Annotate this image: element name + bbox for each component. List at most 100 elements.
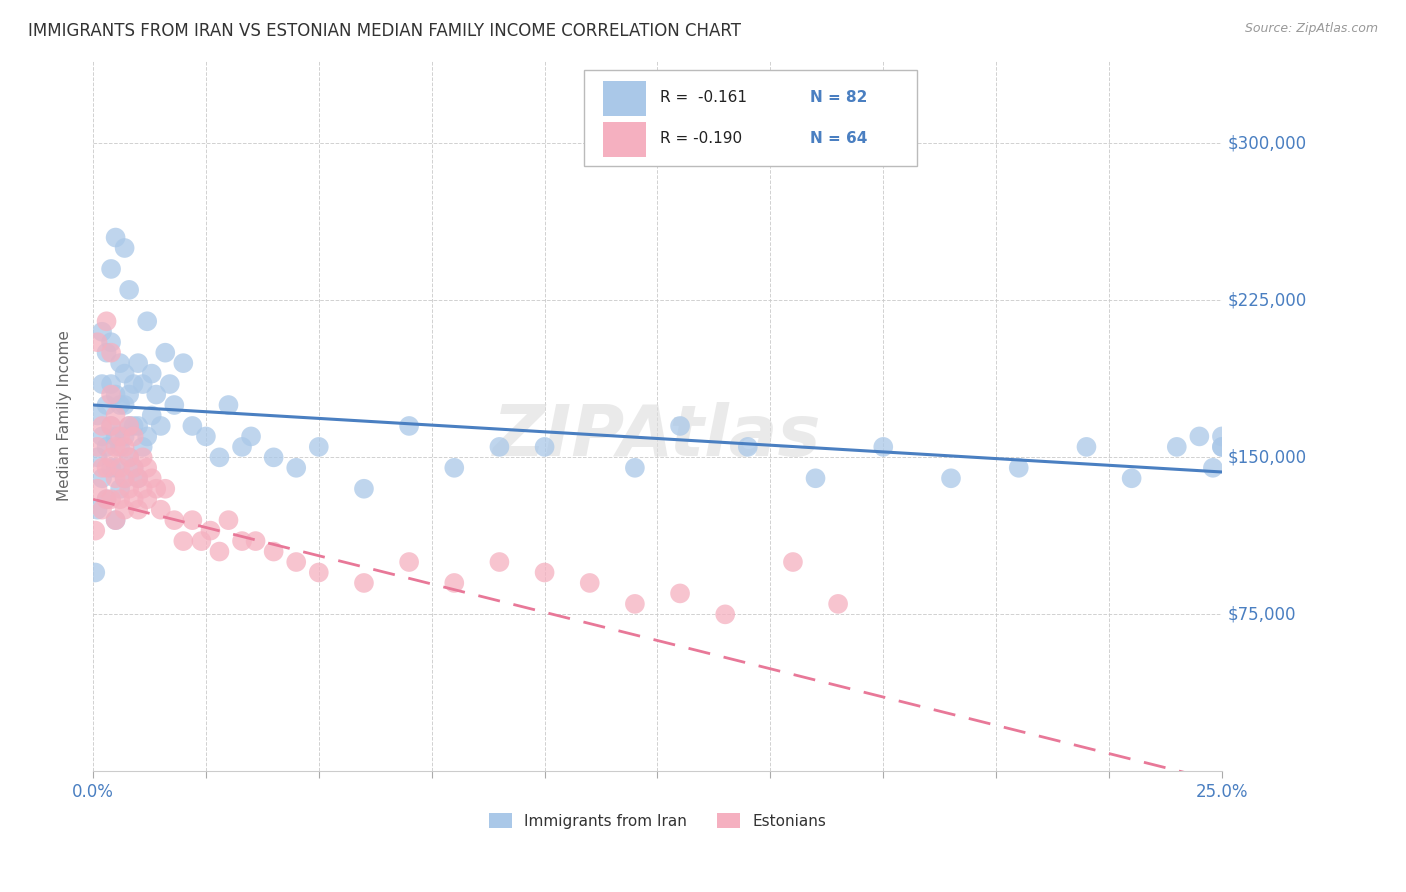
Point: [108, 398, 131, 412]
Point: [714, 607, 737, 622]
Point: [86, 482, 108, 496]
Point: [141, 409, 163, 423]
Point: [533, 440, 555, 454]
Point: [122, 377, 145, 392]
Point: [145, 387, 167, 401]
Point: [208, 450, 231, 465]
Point: [218, 398, 240, 412]
Y-axis label: Median Family Income: Median Family Income: [58, 330, 72, 501]
Point: [118, 450, 141, 465]
Point: [1008, 460, 1031, 475]
Point: [127, 471, 149, 485]
Point: [100, 377, 122, 392]
Point: [200, 524, 222, 538]
Point: [100, 460, 122, 475]
Point: [285, 555, 308, 569]
Point: [669, 586, 692, 600]
Point: [108, 440, 131, 454]
Point: [488, 555, 510, 569]
Point: [624, 460, 647, 475]
Point: [118, 419, 141, 434]
Point: [231, 440, 253, 454]
Point: [114, 502, 136, 516]
Point: [488, 440, 510, 454]
Point: [104, 513, 127, 527]
Point: [231, 534, 253, 549]
Point: [624, 597, 647, 611]
Point: [149, 502, 172, 516]
Point: [86, 440, 108, 454]
Point: [155, 345, 177, 359]
Point: [104, 409, 127, 423]
Point: [240, 429, 263, 443]
Point: [141, 367, 163, 381]
Point: [353, 576, 375, 591]
Point: [100, 335, 122, 350]
Point: [108, 460, 131, 475]
Point: [131, 440, 153, 454]
Text: ZIPAtlas: ZIPAtlas: [494, 402, 821, 471]
Point: [127, 356, 149, 370]
Point: [127, 502, 149, 516]
Point: [308, 566, 330, 580]
Point: [96, 398, 118, 412]
Point: [131, 450, 153, 465]
Point: [939, 471, 962, 485]
Text: IMMIGRANTS FROM IRAN VS ESTONIAN MEDIAN FAMILY INCOME CORRELATION CHART: IMMIGRANTS FROM IRAN VS ESTONIAN MEDIAN …: [28, 22, 741, 40]
Point: [159, 377, 181, 392]
Point: [104, 230, 127, 244]
Text: $150,000: $150,000: [1227, 449, 1306, 467]
Text: $225,000: $225,000: [1227, 292, 1306, 310]
Point: [533, 566, 555, 580]
Point: [245, 534, 267, 549]
Point: [108, 492, 131, 507]
Text: Source: ZipAtlas.com: Source: ZipAtlas.com: [1244, 22, 1378, 36]
Point: [1121, 471, 1143, 485]
Point: [1076, 440, 1098, 454]
Point: [108, 356, 131, 370]
Point: [104, 387, 127, 401]
Bar: [603, 81, 647, 116]
Point: [181, 513, 204, 527]
Point: [1211, 440, 1233, 454]
Point: [84, 524, 107, 538]
Point: [141, 471, 163, 485]
Point: [398, 555, 420, 569]
Point: [353, 482, 375, 496]
Point: [104, 471, 127, 485]
Point: [96, 345, 118, 359]
Point: [114, 429, 136, 443]
Text: N = 82: N = 82: [810, 90, 868, 105]
Point: [127, 471, 149, 485]
Point: [190, 534, 212, 549]
Point: [100, 262, 122, 277]
Point: [737, 440, 759, 454]
Point: [100, 387, 122, 401]
Point: [100, 419, 122, 434]
Point: [96, 440, 118, 454]
Point: [104, 513, 127, 527]
Point: [84, 566, 107, 580]
Point: [155, 482, 177, 496]
Point: [100, 345, 122, 359]
Point: [122, 460, 145, 475]
Point: [104, 440, 127, 454]
Point: [100, 450, 122, 465]
Point: [114, 471, 136, 485]
Point: [91, 419, 114, 434]
Point: [114, 471, 136, 485]
Point: [96, 492, 118, 507]
Point: [443, 460, 465, 475]
Point: [163, 398, 186, 412]
Point: [145, 482, 167, 496]
Point: [118, 450, 141, 465]
Point: [131, 482, 153, 496]
Point: [804, 471, 827, 485]
Point: [91, 471, 114, 485]
Point: [1211, 429, 1233, 443]
Point: [1211, 440, 1233, 454]
Point: [308, 440, 330, 454]
Point: [91, 325, 114, 339]
Point: [208, 544, 231, 558]
Point: [194, 429, 217, 443]
